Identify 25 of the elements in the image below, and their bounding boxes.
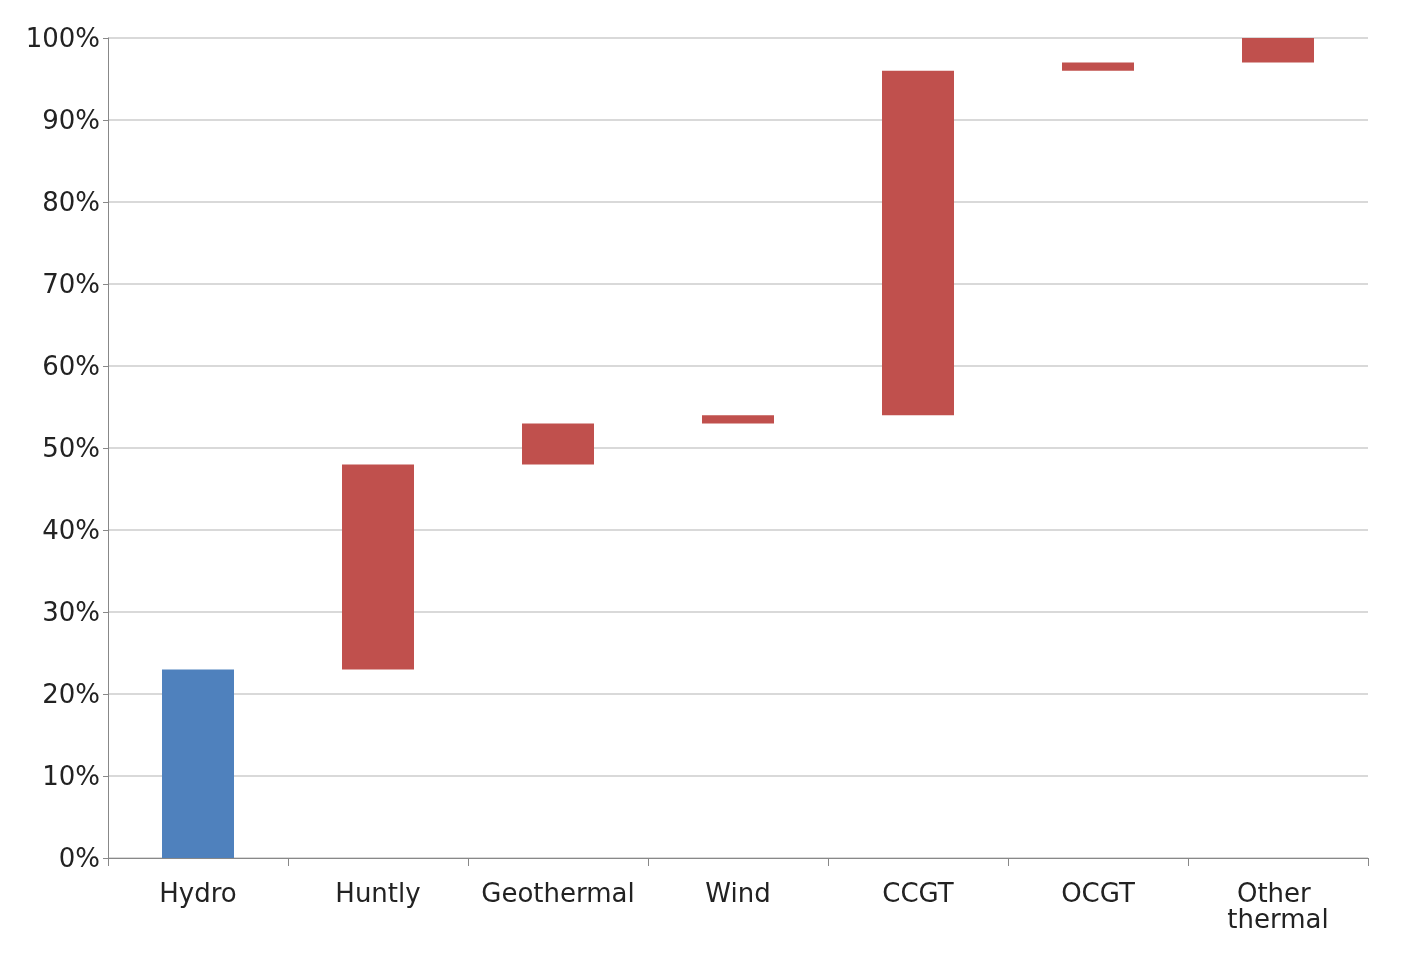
y-tick-label: 10% bbox=[42, 761, 100, 791]
y-tick-label: 50% bbox=[42, 433, 100, 463]
y-tick-label: 0% bbox=[58, 843, 100, 873]
y-tick-label: 60% bbox=[42, 351, 100, 381]
bar bbox=[702, 415, 774, 424]
x-tick-label: Hydro bbox=[159, 878, 237, 908]
x-tick-label: Geothermal bbox=[481, 878, 635, 908]
y-tick-label: 20% bbox=[42, 679, 100, 709]
y-tick-label: 100% bbox=[25, 23, 100, 53]
bar bbox=[342, 464, 414, 670]
x-tick-label: Wind bbox=[705, 878, 771, 908]
y-tick-label: 70% bbox=[42, 269, 100, 299]
x-tick-label: Huntly bbox=[335, 878, 421, 908]
bar bbox=[1242, 38, 1314, 63]
y-tick-label: 90% bbox=[42, 105, 100, 135]
y-tick-label: 40% bbox=[42, 515, 100, 545]
x-tick-label: CCGT bbox=[882, 878, 954, 908]
y-tick-label: 30% bbox=[42, 597, 100, 627]
bar bbox=[522, 423, 594, 465]
bar bbox=[1062, 62, 1134, 71]
bar bbox=[162, 669, 234, 858]
x-tick-label: OCGT bbox=[1061, 878, 1135, 908]
x-tick-label: Other thermal bbox=[1227, 878, 1329, 934]
y-tick-label: 80% bbox=[42, 187, 100, 217]
bar bbox=[882, 70, 954, 416]
